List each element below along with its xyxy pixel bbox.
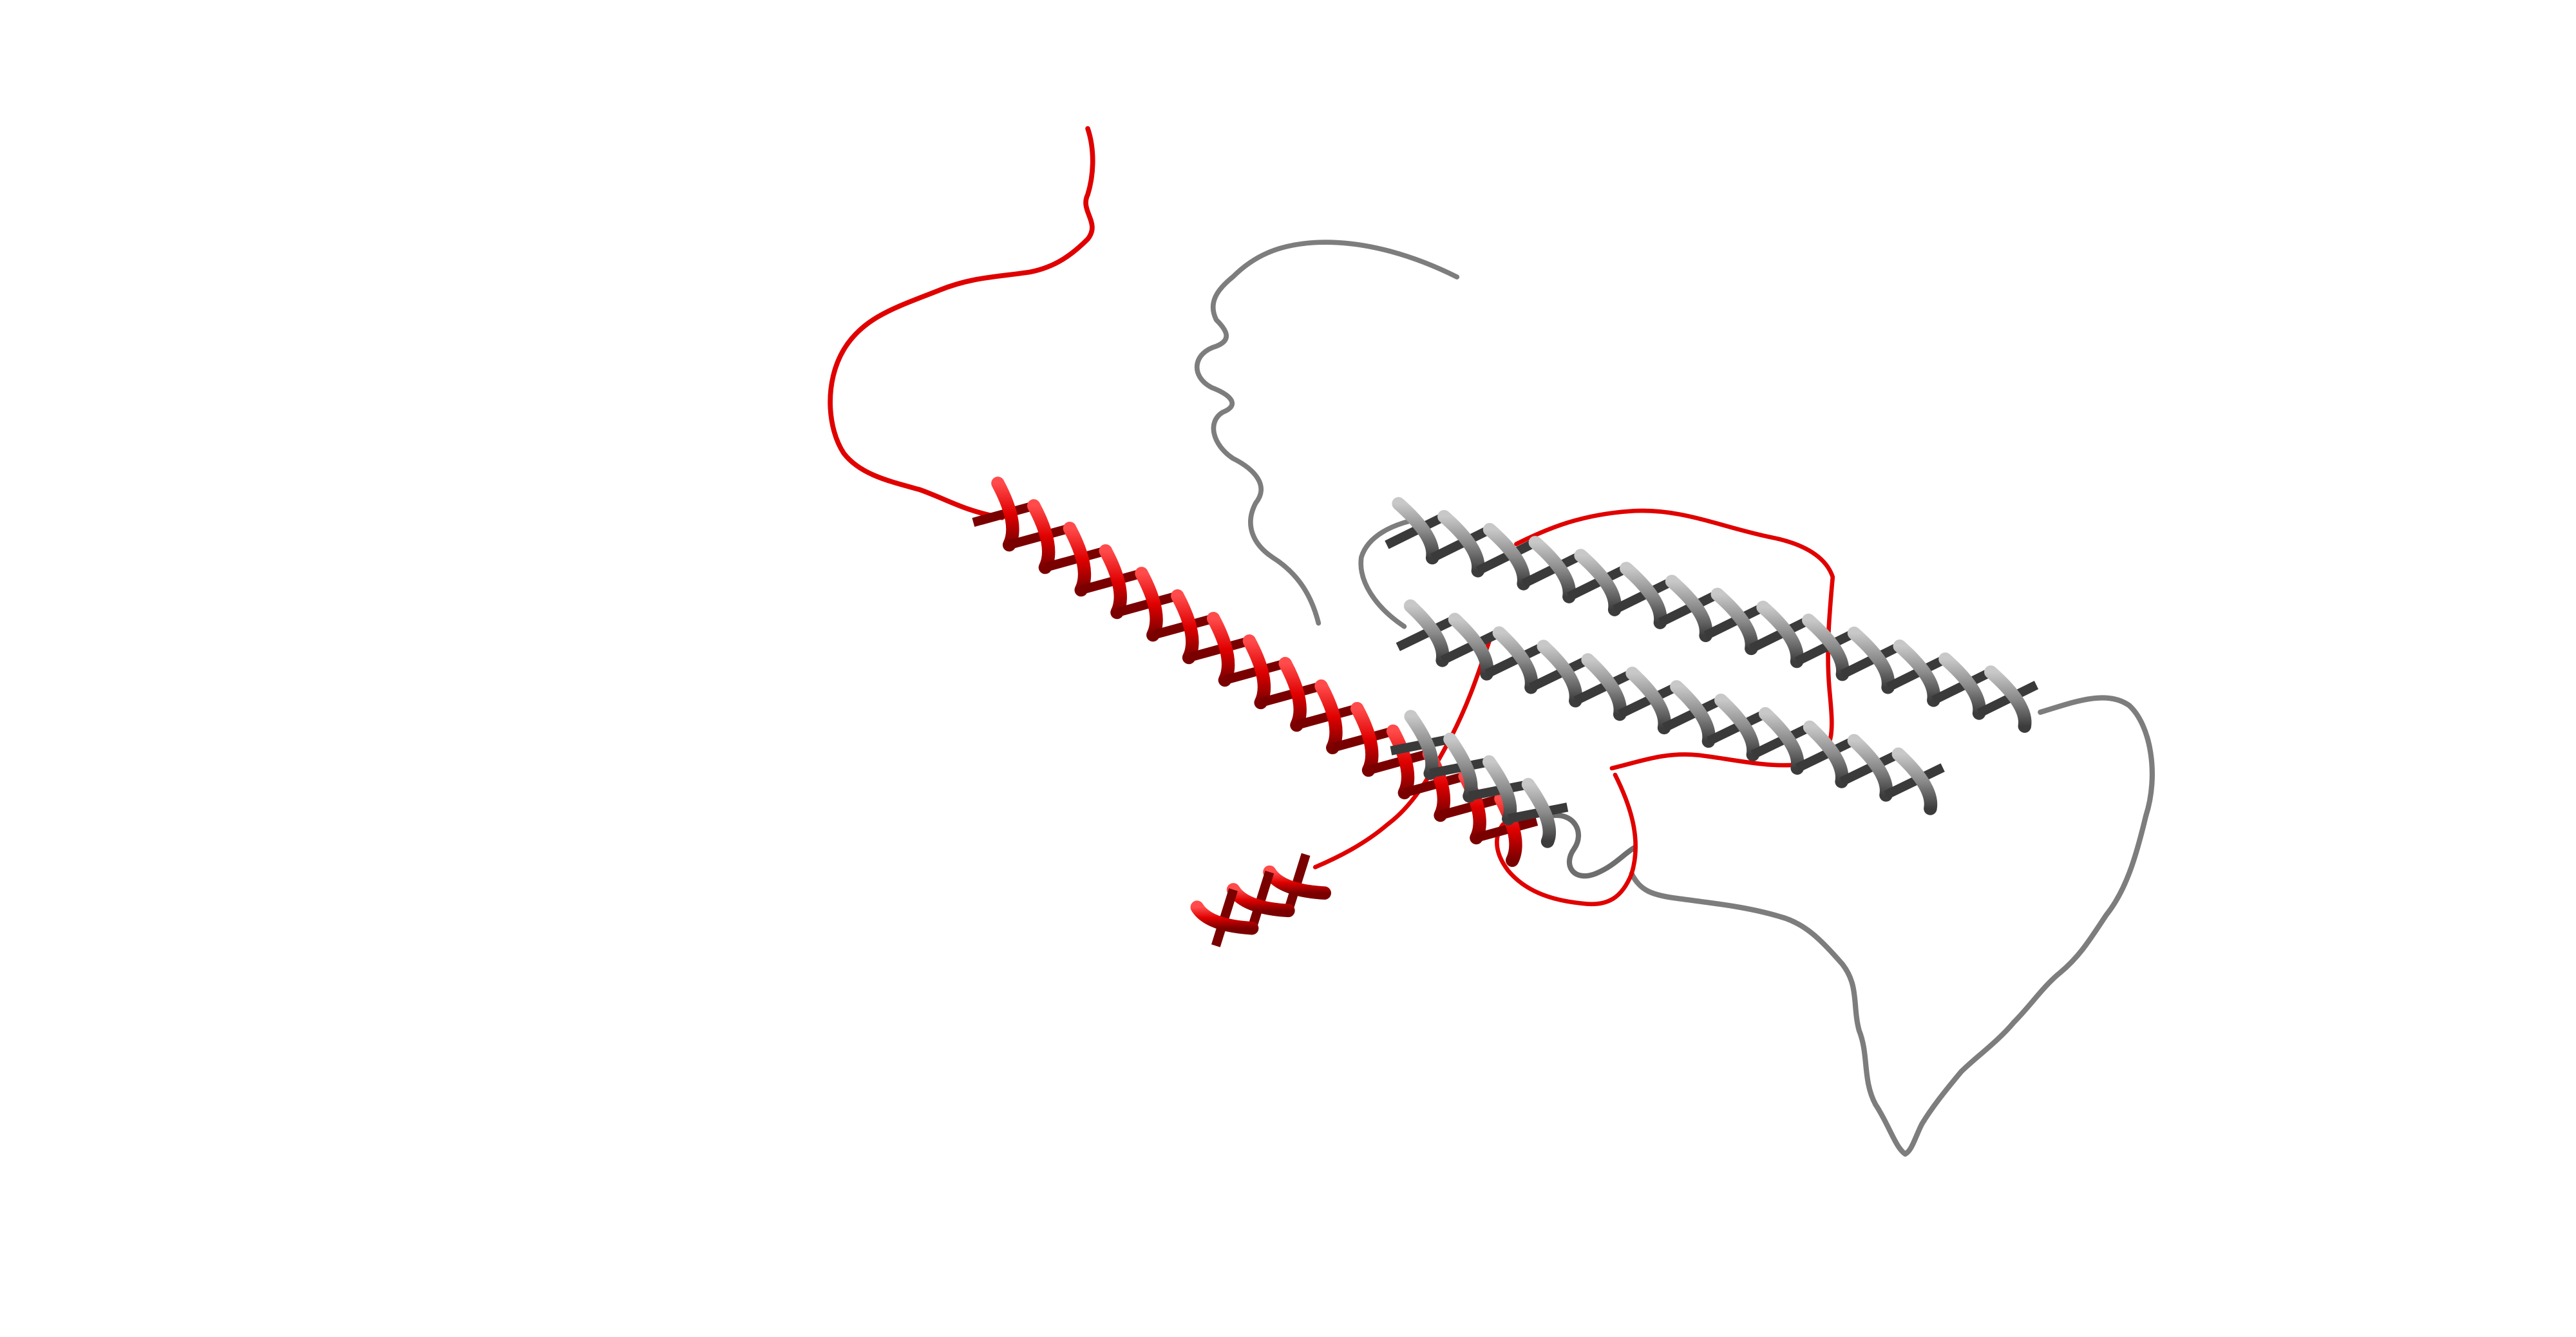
gray-helix-upper-turn [1984, 665, 2032, 733]
gray-helix-lower-turn [1891, 747, 1938, 815]
gray-loop-right [1629, 695, 2155, 1157]
red-short-helix [1190, 853, 1331, 947]
red-short-helix-turn [1190, 900, 1259, 935]
gray-helix-lower-turn-back [1884, 763, 1945, 799]
red-loop-lower [1495, 772, 1638, 907]
red-long-helix [972, 477, 1539, 868]
gray-loop-left-turn [1358, 517, 1420, 629]
red-chain [828, 126, 1835, 907]
gray-helix-upper [1385, 497, 2039, 733]
gray-helix-lower [1396, 599, 1945, 815]
red-loop-to-short-helix [1312, 632, 1494, 869]
gray-loop-top [1194, 240, 1460, 626]
gray-chain [1194, 240, 2155, 1157]
gray-helix-upper-turn-back [1976, 681, 2039, 717]
red-loop-top [828, 126, 1095, 520]
gray-helix-short-turn [1521, 777, 1556, 848]
gray-loop-tail [1546, 812, 1638, 879]
gray-helix-short [1390, 710, 1569, 848]
red-loop-right [1514, 508, 1835, 771]
red-long-helix-turn-back [1475, 817, 1539, 842]
